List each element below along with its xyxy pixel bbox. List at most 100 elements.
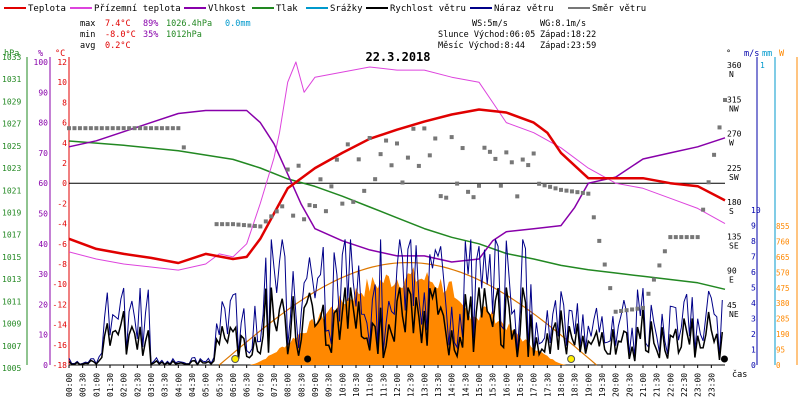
solar-theoretical-line [218,262,597,366]
hpa-tick-label: 1017 [2,231,21,240]
wind-direction-point [531,151,536,156]
time-tick-label: 05:00 [202,373,211,397]
time-tick-label: 21:30 [653,373,662,397]
wind-direction-point [641,305,645,310]
pct-tick-label: 40 [38,240,48,249]
w-tick-label: 570 [776,268,790,277]
axis-lines [26,57,798,365]
time-tick-label: 18:30 [571,373,580,397]
temp-tick-label: 10 [57,78,67,87]
time-tick-label: 04:30 [188,373,197,397]
time-tick-label: 13:30 [434,373,443,397]
dir-tick-label: 180 [727,198,742,207]
wind-direction-point [236,222,241,227]
wind-direction-point [318,177,323,182]
wind-direction-point [94,126,99,131]
dir-tick-label: 90 [727,267,737,276]
ms-tick-label: 10 [751,206,761,215]
wind-direction-point [154,126,159,131]
wind-direction-point [466,189,471,194]
wind-direction-point [231,222,235,227]
dir-tick-label: 225 [727,164,742,173]
legend-hum: Vlhkost [208,4,246,14]
axis-units: hPa % °C ° m/s mm W čas [4,49,785,380]
ms-tick-label: 1 [751,346,756,355]
time-tick-label: 14:30 [461,373,470,397]
wind-direction-point [269,214,274,219]
wind-direction-point [635,306,640,311]
info-moon-set: Západ:23:59 [540,41,596,51]
wind-direction-point [630,307,635,312]
temp-tick-label: -18 [53,361,68,370]
wind-direction-point [378,152,383,157]
dir-compass-label: S [729,207,734,216]
time-tick-label: 16:00 [502,373,511,397]
wind-direction-point [263,219,268,224]
time-tick-label: 01:00 [92,373,101,397]
time-tick-label: 02:00 [120,373,129,397]
wind-direction-point [537,181,542,186]
ms-tick-label: 2 [751,330,756,339]
wind-direction-point [482,145,487,150]
wind-direction-point [225,222,230,227]
time-tick-label: 15:00 [475,373,484,397]
wind-direction-point [608,286,613,291]
pct-tick-label: 60 [38,179,48,188]
time-tick-label: 14:00 [448,373,457,397]
pct-tick-label: 80 [38,119,48,128]
unit-hpa: hPa [4,49,19,59]
info-block: WS:5m/s WG:8.1m/s Slunce Východ:06:05 Zá… [438,19,596,51]
wind-direction-point [449,135,454,140]
wind-direction-point [438,194,443,199]
wind-direction-point [165,126,170,131]
temp-tick-label: 2 [62,159,67,168]
wind-direction-point [427,153,432,158]
wind-direction-point [411,126,416,131]
sunset-marker [567,355,576,363]
wind-direction-point [444,195,449,200]
wind-direction-point [416,163,421,168]
wind-direction-point [542,183,547,188]
stat-min-hum: 35% [143,30,158,40]
dir-compass-label: N [729,70,734,79]
wind-direction-point [509,160,514,165]
wind-direction-point [291,213,296,218]
pct-tick-label: 20 [38,300,48,309]
info-sun: Slunce Východ:06:05 [438,30,535,40]
hpa-tick-label: 1033 [2,53,21,62]
wind-direction-point [487,149,492,154]
wind-direction-point [252,223,257,228]
time-tick-label: 00:00 [65,373,74,397]
wind-direction-point [181,145,186,150]
unit-time: čas [732,369,747,380]
wind-direction-point [323,209,328,214]
time-tick-label: 06:30 [243,373,252,397]
hpa-tick-label: 1015 [2,253,21,262]
wind-direction-point [149,126,153,131]
temp-tick-label: 12 [57,58,67,67]
pct-tick-label: 100 [34,58,49,67]
temp-tick-label: -2 [57,199,67,208]
wind-direction-point [351,199,356,204]
time-tick-label: 19:00 [584,373,593,397]
temp-tick-label: -12 [53,300,68,309]
wind-direction-point [695,235,700,240]
dir-tick-label: 45 [727,301,737,310]
temp-tick-label: 0 [62,179,67,188]
time-tick-label: 01:30 [106,373,115,397]
time-tick-label: 08:00 [284,373,293,397]
wind-direction-point [569,189,574,194]
hpa-tick-label: 1027 [2,120,21,129]
ground-temp-line [68,61,726,271]
wind-speed-line [68,287,724,366]
time-tick-label: 18:00 [557,373,566,397]
temp-tick-label: 4 [62,139,67,148]
dir-tick-label: 315 [727,95,742,104]
dir-tick-label: 270 [727,130,742,139]
wind-direction-point [662,249,667,254]
time-tick-label: 00:30 [79,373,88,397]
time-tick-label: 21:00 [639,373,648,397]
wind-direction-point [520,157,525,162]
wind-direction-point [127,126,132,131]
